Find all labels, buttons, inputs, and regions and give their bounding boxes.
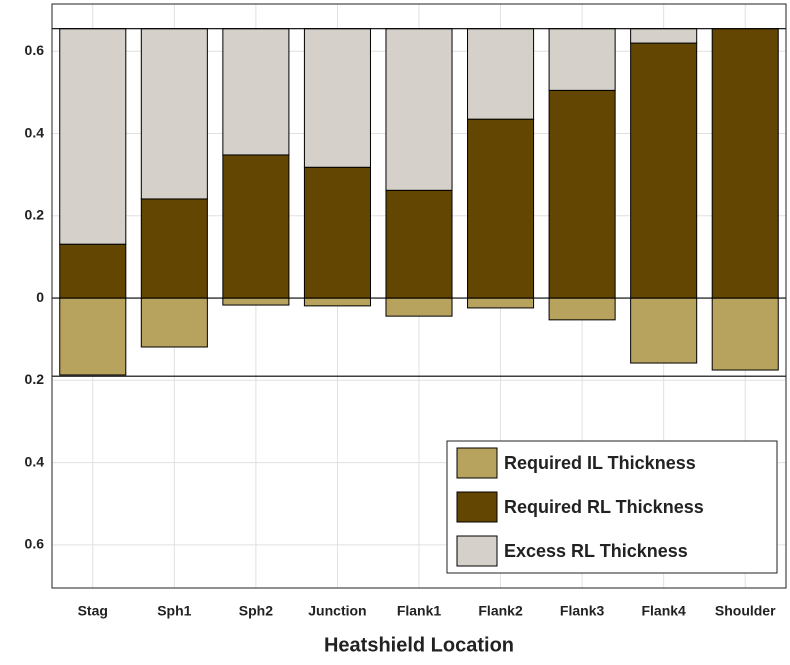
bar	[467, 118, 535, 299]
bar	[548, 28, 616, 91]
bar	[303, 297, 371, 307]
x-tick-label: Flank2	[478, 603, 523, 619]
axes-frame	[51, 3, 787, 589]
y-tick-label: 0.2	[25, 207, 45, 223]
bar	[140, 297, 208, 348]
bar	[303, 28, 371, 168]
bar	[630, 28, 698, 44]
bar	[467, 28, 535, 120]
bar	[385, 297, 453, 317]
bar	[222, 28, 290, 156]
legend-swatch	[456, 491, 498, 523]
bar	[548, 297, 616, 321]
y-tick-label: 0.4	[25, 124, 45, 140]
x-axis-title: Heatshield Location	[324, 634, 514, 656]
bar	[140, 198, 208, 299]
bar	[59, 297, 127, 376]
legend-box	[446, 440, 778, 574]
bar	[630, 42, 698, 299]
bar	[385, 189, 453, 299]
bar	[711, 297, 779, 371]
y-tick-label: 0.4	[25, 453, 45, 469]
x-tick-label: Stag	[78, 603, 108, 619]
x-tick-label: Shoulder	[715, 603, 776, 619]
legend-swatch	[456, 447, 498, 479]
bar	[385, 28, 453, 191]
bar	[59, 28, 127, 245]
legend-swatch	[456, 535, 498, 567]
bar	[548, 89, 616, 299]
x-tick-label: Sph2	[239, 603, 273, 619]
bar	[467, 297, 535, 309]
y-tick-label: 0.6	[25, 42, 45, 58]
legend-label: Excess RL Thickness	[504, 541, 688, 561]
x-tick-label: Sph1	[157, 603, 191, 619]
y-tick-label: 0	[36, 289, 44, 305]
bar	[711, 28, 779, 299]
bar	[140, 28, 208, 200]
bar	[222, 154, 290, 299]
bar	[630, 297, 698, 364]
y-tick-label: 0.2	[25, 371, 45, 387]
bar	[303, 166, 371, 299]
x-tick-label: Flank4	[641, 603, 686, 619]
x-tick-label: Junction	[308, 603, 366, 619]
bar	[222, 297, 290, 306]
x-tick-label: Flank1	[397, 603, 442, 619]
legend-label: Required IL Thickness	[504, 453, 696, 473]
bar	[59, 243, 127, 299]
legend-label: Required RL Thickness	[504, 497, 704, 517]
x-tick-label: Flank3	[560, 603, 605, 619]
y-tick-label: 0.6	[25, 536, 45, 552]
